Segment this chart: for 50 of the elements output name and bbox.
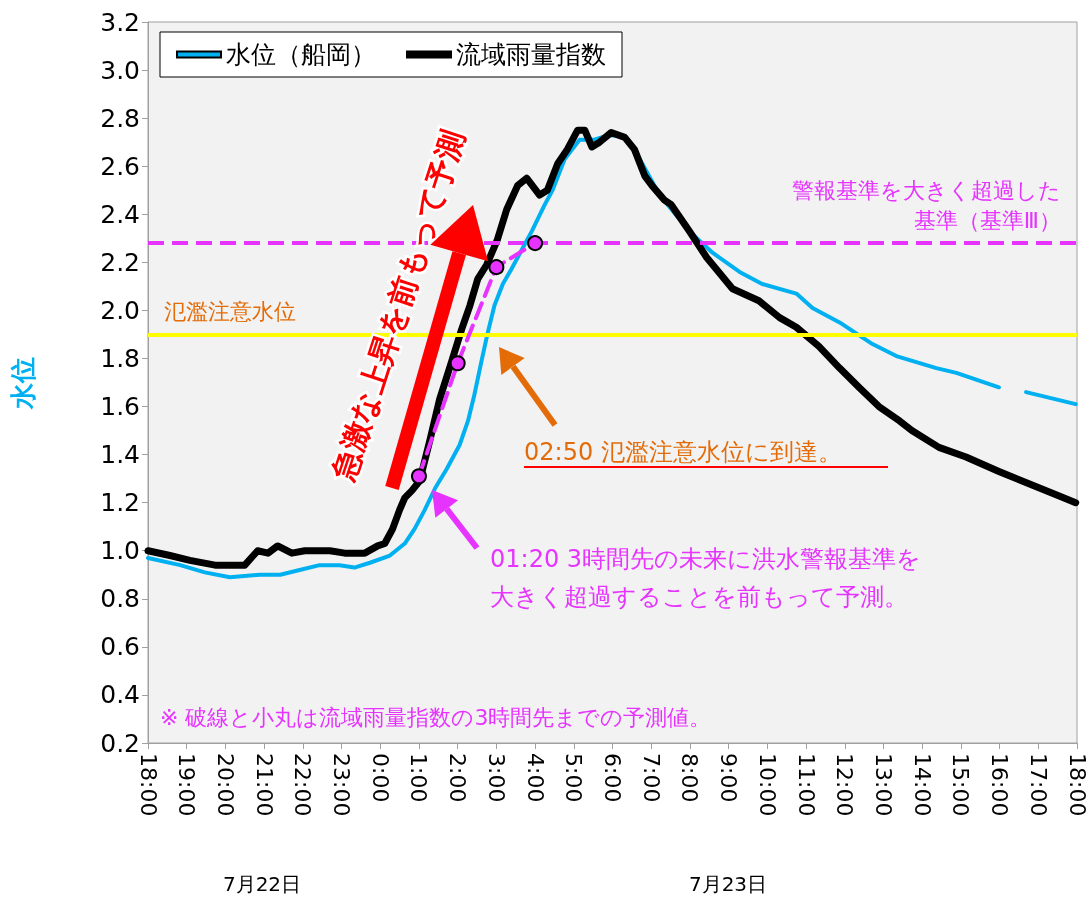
x-tick-label: 7:00 bbox=[638, 753, 664, 803]
x-tick-label: 5:00 bbox=[561, 753, 587, 803]
y-tick-label: 1.0 bbox=[100, 536, 140, 566]
y-tick-label: 1.4 bbox=[100, 440, 140, 470]
y-tick-label: 0.8 bbox=[100, 584, 140, 614]
x-tick-label: 15:00 bbox=[948, 753, 974, 817]
x-tick-label: 13:00 bbox=[870, 753, 896, 817]
x-tick-label: 18:00 bbox=[1064, 753, 1088, 817]
x-tick-label: 0:00 bbox=[367, 753, 393, 803]
y-axis-title: 水位 bbox=[8, 356, 38, 410]
x-tick-label: 4:00 bbox=[522, 753, 548, 803]
y-tick-label: 2.2 bbox=[100, 247, 140, 277]
ref-line-label: 警報基準を大きく超過した基準（基準Ⅲ） bbox=[792, 177, 1061, 233]
x-tick-label: 17:00 bbox=[1025, 753, 1051, 817]
x-tick-label: 2:00 bbox=[445, 753, 471, 803]
x-tick-label: 3:00 bbox=[483, 753, 509, 803]
annotation: 急激な上昇を前もって予測 bbox=[324, 126, 472, 485]
x-tick-label: 8:00 bbox=[677, 753, 703, 803]
x-tick-label: 23:00 bbox=[329, 753, 355, 817]
y-tick-label: 1.6 bbox=[100, 392, 140, 422]
x-tick-label: 9:00 bbox=[716, 753, 742, 803]
x-tick-label: 21:00 bbox=[251, 753, 277, 817]
x-tick-label: 16:00 bbox=[987, 753, 1013, 817]
y-tick-label: 2.6 bbox=[100, 151, 140, 181]
annotation: ※ 破線と小丸は流域雨量指数の3時間先までの予測値。 bbox=[160, 704, 712, 730]
x-tick-label: 14:00 bbox=[909, 753, 935, 817]
x-tick-label: 6:00 bbox=[600, 753, 625, 803]
x-tick-label: 11:00 bbox=[793, 753, 819, 817]
y-tick-label: 0.4 bbox=[100, 680, 140, 710]
ref-line-label: 氾濫注意水位 bbox=[164, 298, 296, 324]
y-tick-label: 2.0 bbox=[100, 295, 140, 325]
annotation: 01:20 3時間先の未来に洪水警報基準を大きく超過することを前もって予測。 bbox=[490, 545, 922, 611]
y-tick-label: 2.4 bbox=[100, 199, 140, 229]
x-tick-label: 19:00 bbox=[174, 753, 200, 817]
x-tick-label: 20:00 bbox=[212, 753, 238, 817]
y-tick-label: 3.0 bbox=[100, 55, 140, 85]
y-tick-label: 1.2 bbox=[100, 488, 140, 518]
y-tick-label: 2.8 bbox=[100, 103, 140, 133]
legend-label: 流域雨量指数 bbox=[456, 40, 606, 69]
x-tick-label: 22:00 bbox=[290, 753, 316, 817]
y-tick-label: 3.2 bbox=[100, 7, 140, 37]
x-tick-label: 10:00 bbox=[754, 753, 780, 817]
text: 7月22日 bbox=[222, 872, 302, 896]
legend-label: 水位（船岡） bbox=[226, 40, 376, 69]
x-tick-label: 1:00 bbox=[406, 753, 432, 803]
text: 7月23日 bbox=[688, 872, 768, 896]
annotation: 02:50 氾濫注意水位に到達。 bbox=[524, 438, 842, 466]
x-tick-label: 12:00 bbox=[832, 753, 858, 817]
y-tick-label: 1.8 bbox=[100, 343, 140, 373]
y-tick-label: 0.6 bbox=[100, 632, 140, 662]
